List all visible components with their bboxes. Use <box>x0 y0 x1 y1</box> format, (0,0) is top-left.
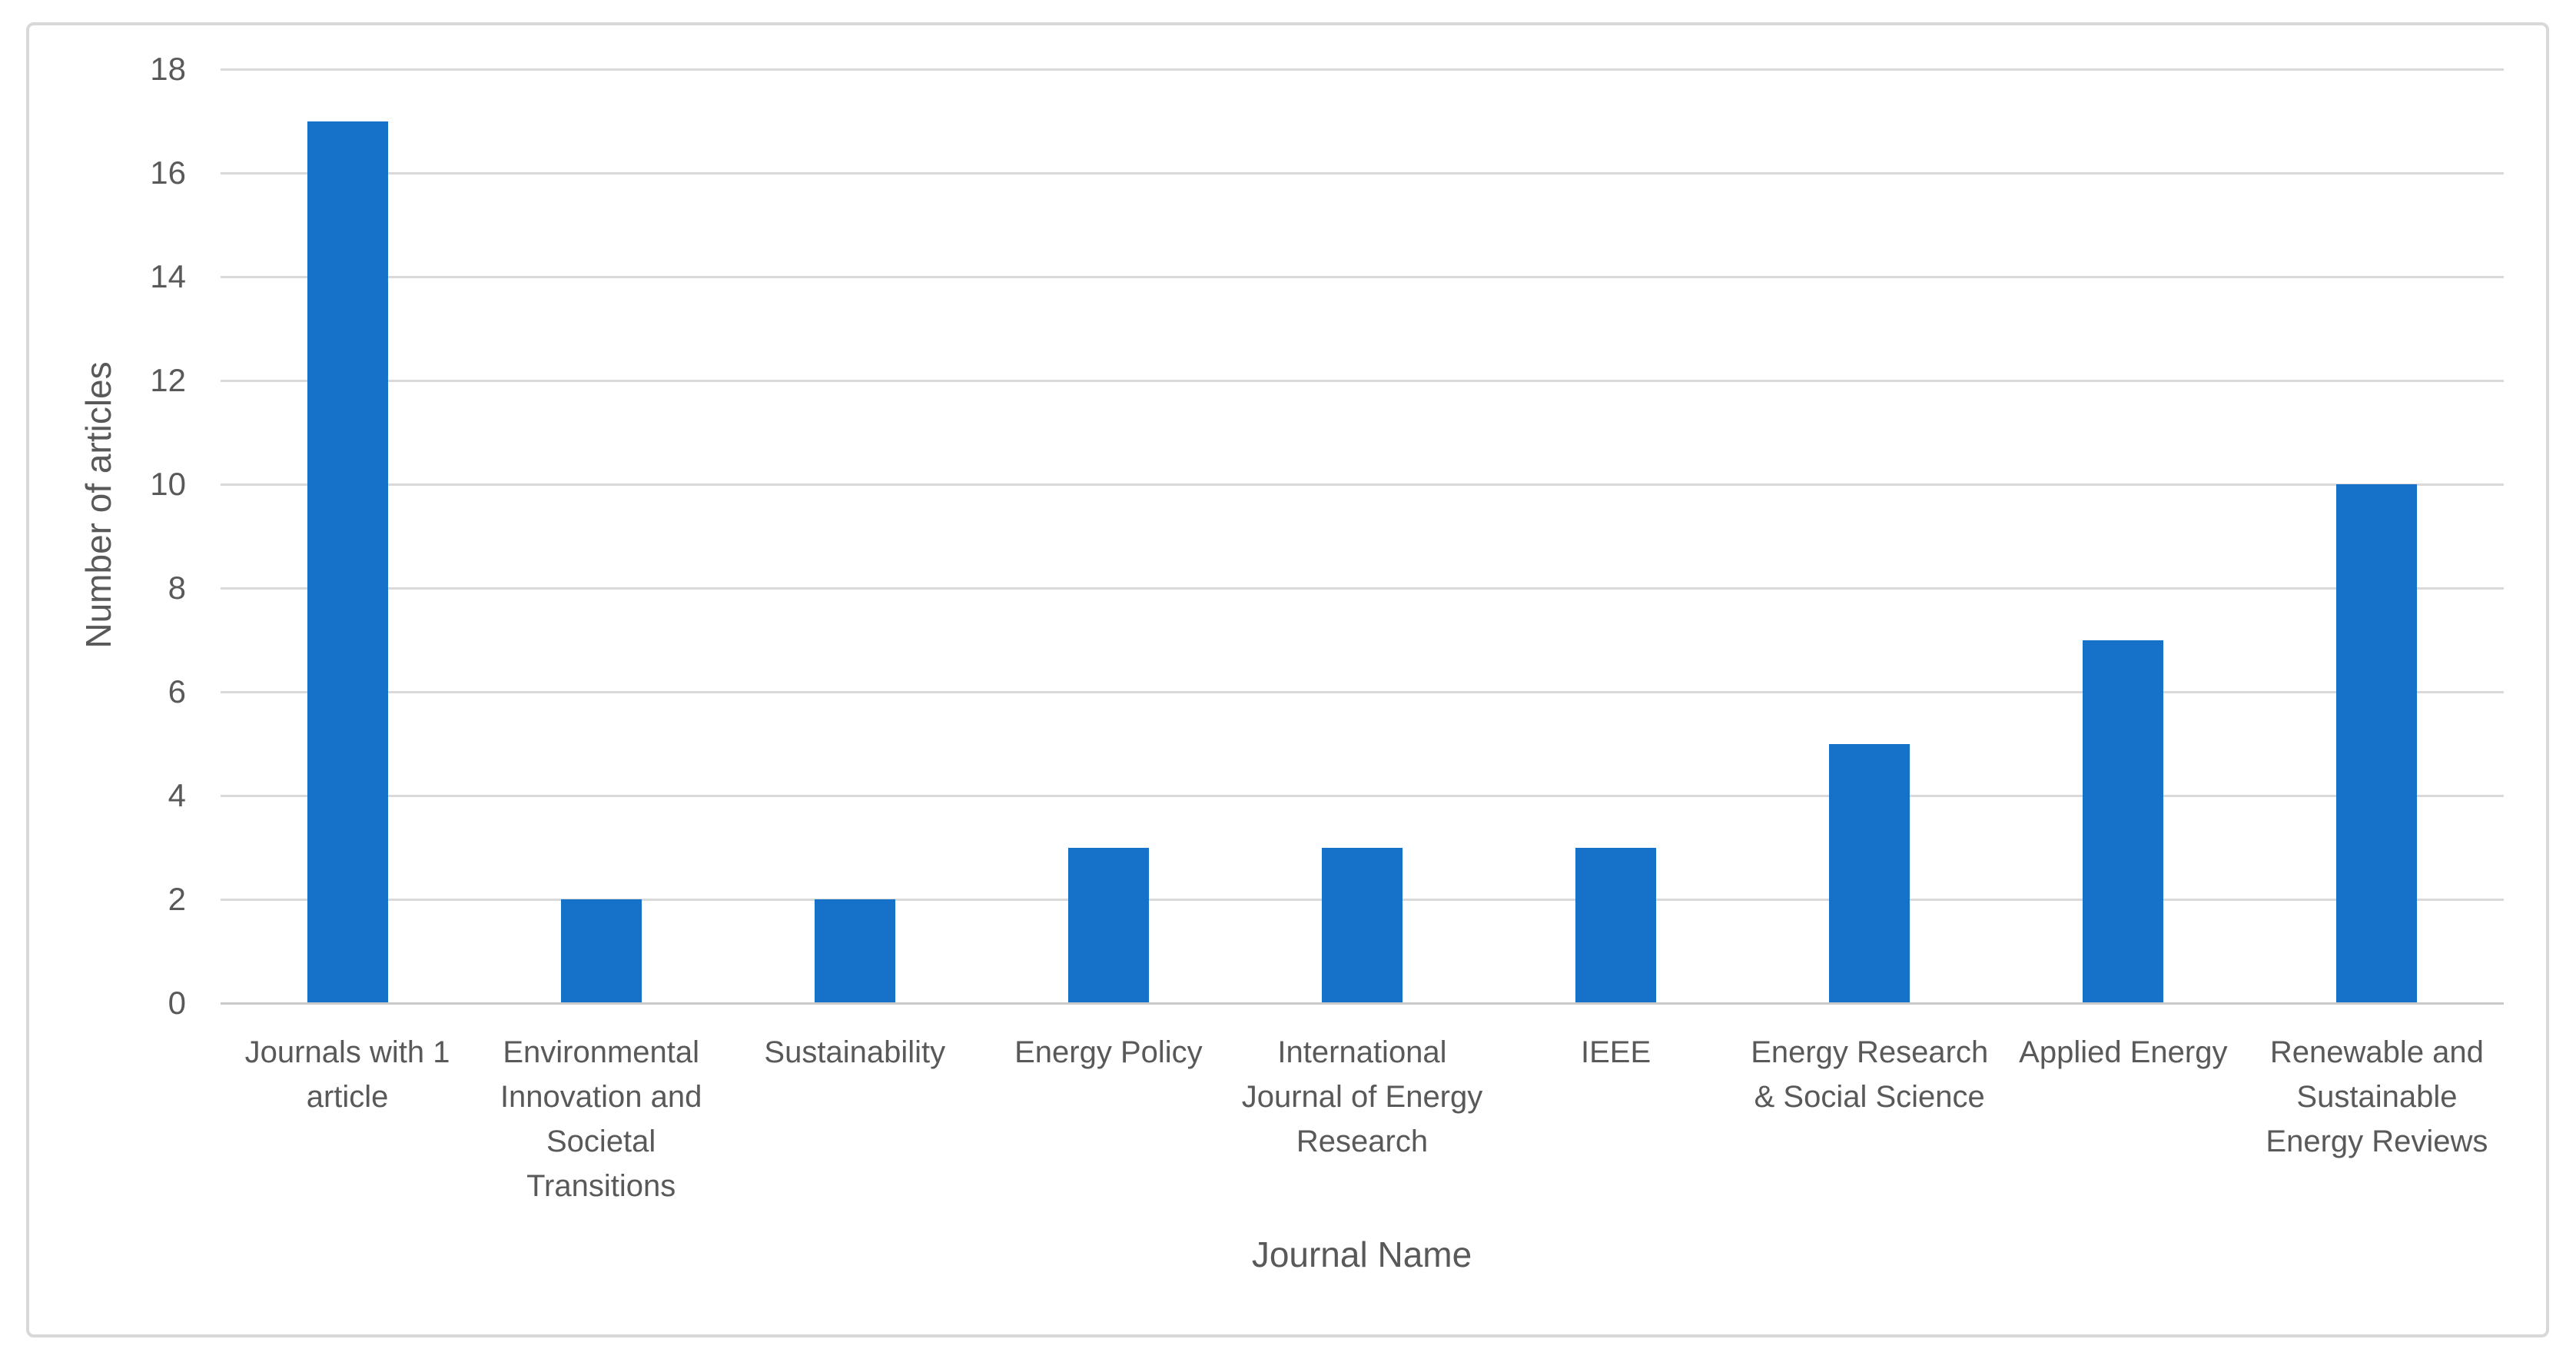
bar-1 <box>307 121 388 1003</box>
gridline-6 <box>221 691 2504 693</box>
x-axis-line <box>221 1002 2504 1005</box>
category-label-4: Energy Policy <box>1014 1035 1203 1069</box>
category-label-8: Applied Energy <box>2019 1035 2228 1069</box>
category-label-7: Energy Research & Social Science <box>1751 1035 1989 1114</box>
gridline-10 <box>221 483 2504 486</box>
y-axis-title: Number of articles <box>78 361 118 649</box>
category-label-9: Renewable and Sustainable Energy Reviews <box>2266 1035 2488 1158</box>
gridline-8 <box>221 587 2504 590</box>
y-tick-label-4: 4 <box>168 777 186 813</box>
plot-area <box>221 68 2504 1005</box>
gridline-12 <box>221 380 2504 382</box>
y-tick-label-6: 6 <box>168 673 186 709</box>
bar-3 <box>814 899 895 1003</box>
category-label-3: Sustainability <box>764 1035 946 1069</box>
y-tick-label-0: 0 <box>168 985 186 1021</box>
gridline-16 <box>221 172 2504 174</box>
category-label-5: International Journal of Energy Research <box>1241 1035 1483 1158</box>
category-label-2: Environmental Innovation and Societal Tr… <box>500 1035 702 1203</box>
gridline-4 <box>221 795 2504 797</box>
y-tick-label-8: 8 <box>168 570 186 606</box>
category-label-6: IEEE <box>1581 1035 1651 1069</box>
bar-4 <box>1067 847 1149 1003</box>
y-tick-label-12: 12 <box>150 362 186 398</box>
y-tick-label-16: 16 <box>150 155 186 191</box>
x-axis-title: Journal Name <box>1251 1234 1472 1274</box>
y-tick-label-2: 2 <box>168 881 186 917</box>
y-tick-label-10: 10 <box>150 466 186 502</box>
gridline-18 <box>221 68 2504 71</box>
bar-6 <box>1575 847 1657 1003</box>
bar-5 <box>1322 847 1403 1003</box>
bar-2 <box>560 899 642 1003</box>
bar-9 <box>2336 484 2418 1003</box>
y-tick-label-14: 14 <box>150 258 186 294</box>
gridline-14 <box>221 276 2504 278</box>
bar-7 <box>1829 743 1910 1003</box>
y-tick-label-18: 18 <box>150 51 186 87</box>
category-label-1: Journals with 1 article <box>244 1035 450 1114</box>
bar-8 <box>2083 640 2164 1003</box>
x-axis-category-labels: Journals with 1 article Environmental Inn… <box>221 1030 2504 1208</box>
